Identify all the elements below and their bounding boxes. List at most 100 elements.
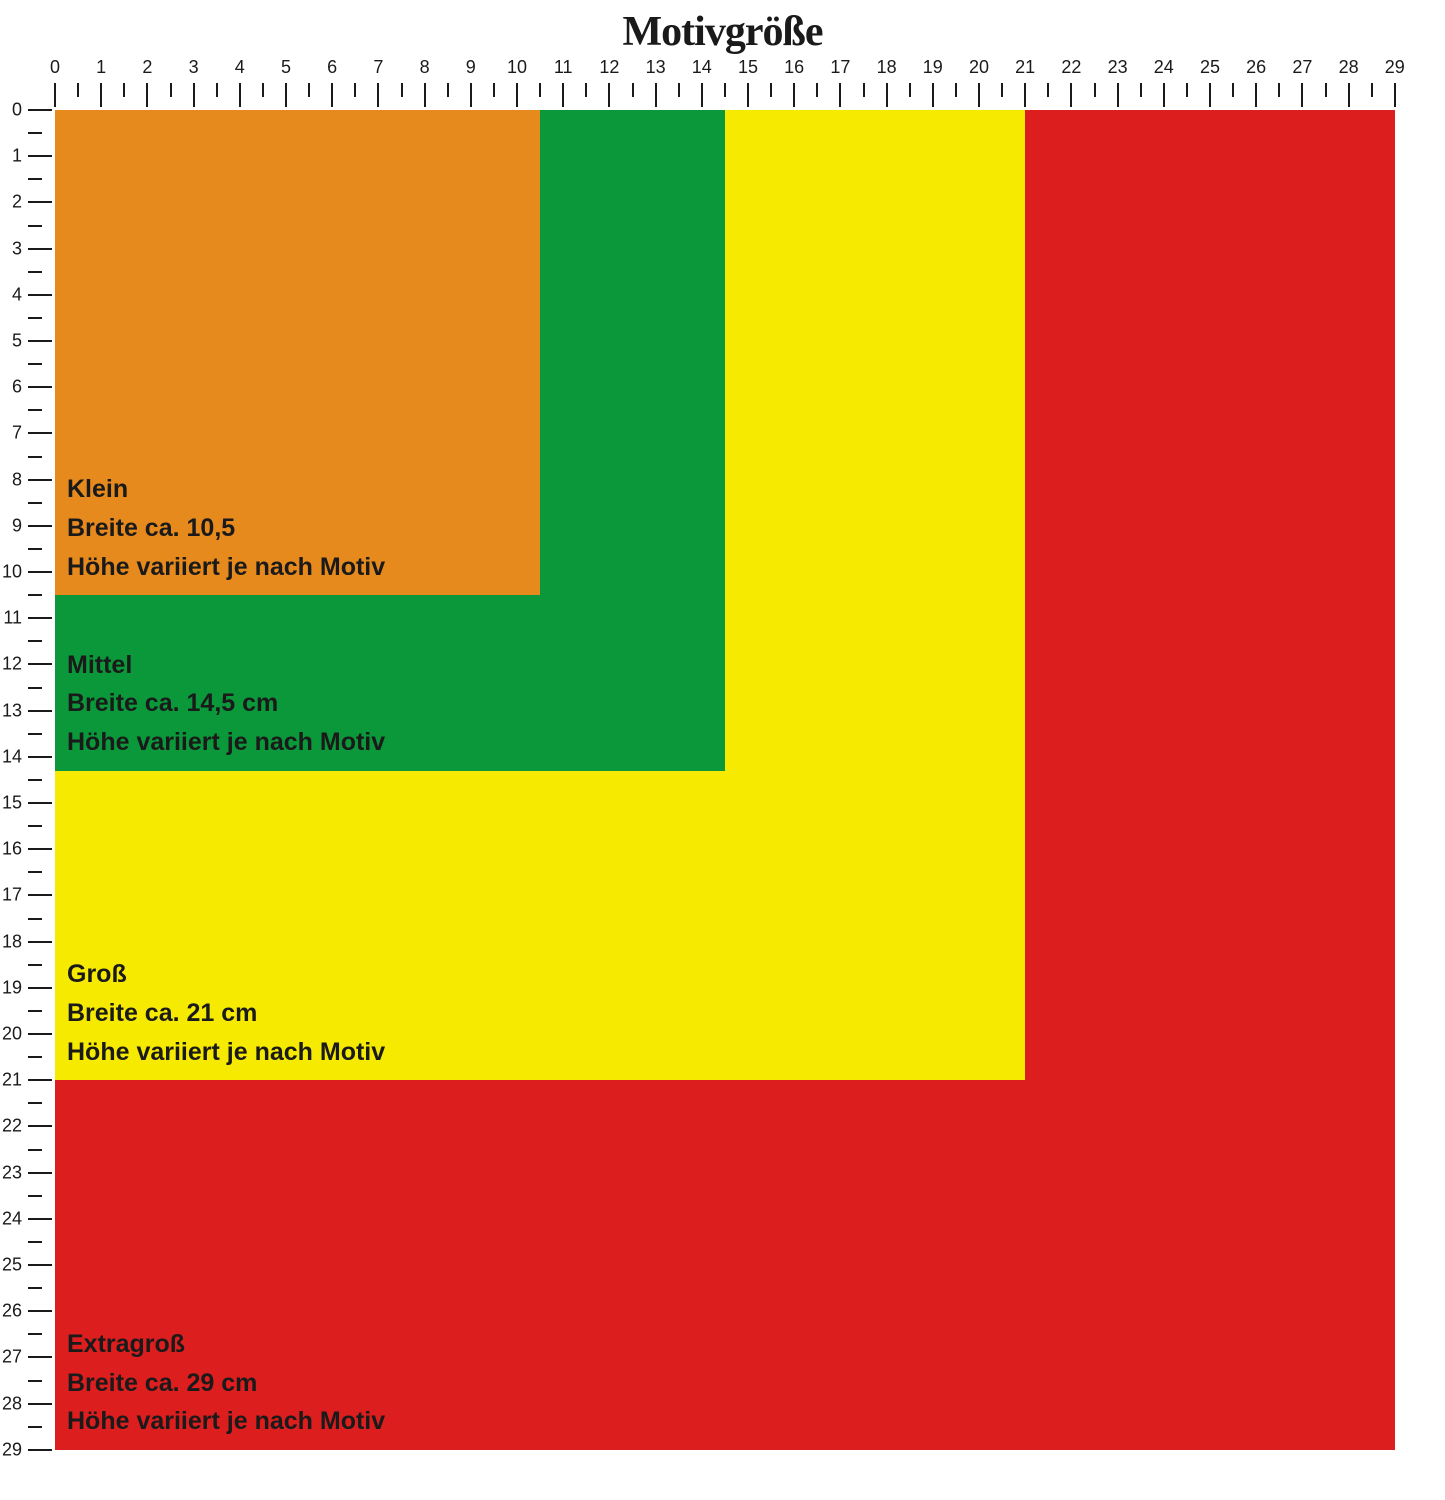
ruler-top-label: 17 — [830, 57, 850, 78]
ruler-top-tick-major — [1255, 83, 1257, 107]
ruler-left-label: 9 — [2, 515, 22, 536]
ruler-left-tick-minor — [28, 918, 42, 920]
size-label-klein: KleinBreite ca. 10,5Höhe variiert je nac… — [67, 470, 385, 586]
ruler-left-tick-minor — [28, 964, 42, 966]
ruler-top-label: 24 — [1154, 57, 1174, 78]
ruler-left-tick-major — [28, 617, 52, 619]
ruler-left-tick-major — [28, 1356, 52, 1358]
ruler-left-tick-major — [28, 1079, 52, 1081]
ruler-left-tick-minor — [28, 871, 42, 873]
ruler-left-tick-major — [28, 1449, 52, 1451]
ruler-top-tick-minor — [1186, 83, 1188, 97]
size-label-line: Höhe variiert je nach Motiv — [67, 723, 385, 762]
ruler-top-tick-minor — [770, 83, 772, 97]
ruler-left-label: 29 — [2, 1439, 22, 1460]
ruler-left-tick-minor — [28, 317, 42, 319]
ruler-top-tick-minor — [585, 83, 587, 97]
ruler-left-tick-major — [28, 109, 52, 111]
ruler-left-label: 1 — [2, 146, 22, 167]
ruler-left-label: 13 — [2, 700, 22, 721]
ruler-vertical: 0123456789101112131415161718192021222324… — [0, 110, 55, 1500]
ruler-left-label: 2 — [2, 192, 22, 213]
ruler-top-label: 10 — [507, 57, 527, 78]
ruler-left-label: 27 — [2, 1347, 22, 1368]
ruler-top-tick-minor — [955, 83, 957, 97]
ruler-top-tick-minor — [77, 83, 79, 97]
ruler-left-label: 23 — [2, 1162, 22, 1183]
ruler-top-tick-major — [100, 83, 102, 107]
ruler-top-tick-major — [193, 83, 195, 107]
ruler-left-tick-minor — [28, 1426, 42, 1428]
ruler-left-tick-minor — [28, 1149, 42, 1151]
ruler-top-tick-minor — [123, 83, 125, 97]
ruler-left-label: 25 — [2, 1255, 22, 1276]
ruler-left-tick-major — [28, 571, 52, 573]
ruler-top-tick-major — [516, 83, 518, 107]
ruler-top-tick-major — [1070, 83, 1072, 107]
ruler-top-tick-minor — [262, 83, 264, 97]
ruler-top-tick-major — [1117, 83, 1119, 107]
ruler-left-tick-minor — [28, 363, 42, 365]
ruler-left-tick-major — [28, 987, 52, 989]
ruler-top-label: 6 — [327, 57, 337, 78]
ruler-top-label: 26 — [1246, 57, 1266, 78]
ruler-left-label: 12 — [2, 654, 22, 675]
ruler-top-tick-minor — [863, 83, 865, 97]
ruler-left-tick-major — [28, 1218, 52, 1220]
ruler-left-tick-major — [28, 802, 52, 804]
ruler-top-tick-minor — [216, 83, 218, 97]
ruler-top-tick-minor — [1371, 83, 1373, 97]
ruler-top-tick-minor — [447, 83, 449, 97]
size-label-line: Höhe variiert je nach Motiv — [67, 548, 385, 587]
ruler-top-label: 7 — [373, 57, 383, 78]
ruler-top-tick-major — [793, 83, 795, 107]
size-label-line: Groß — [67, 955, 385, 994]
ruler-top-tick-major — [285, 83, 287, 107]
ruler-left-tick-major — [28, 1125, 52, 1127]
size-label-line: Mittel — [67, 646, 385, 685]
ruler-top-tick-major — [377, 83, 379, 107]
size-label-line: Breite ca. 29 cm — [67, 1364, 385, 1403]
ruler-top-tick-minor — [1001, 83, 1003, 97]
size-label-line: Klein — [67, 470, 385, 509]
ruler-left-tick-major — [28, 525, 52, 527]
ruler-left-tick-minor — [28, 132, 42, 134]
ruler-left-tick-major — [28, 710, 52, 712]
ruler-left-label: 8 — [2, 469, 22, 490]
ruler-top-tick-major — [701, 83, 703, 107]
ruler-top-tick-minor — [1094, 83, 1096, 97]
ruler-left-tick-major — [28, 1310, 52, 1312]
ruler-left-tick-major — [28, 340, 52, 342]
ruler-top-label: 28 — [1339, 57, 1359, 78]
ruler-left-label: 4 — [2, 284, 22, 305]
ruler-left-tick-minor — [28, 1333, 42, 1335]
ruler-top-label: 15 — [738, 57, 758, 78]
ruler-left-tick-major — [28, 1172, 52, 1174]
ruler-left-label: 16 — [2, 839, 22, 860]
ruler-left-label: 3 — [2, 238, 22, 259]
ruler-left-tick-minor — [28, 271, 42, 273]
ruler-left-label: 5 — [2, 331, 22, 352]
ruler-left-label: 6 — [2, 377, 22, 398]
ruler-left-label: 7 — [2, 423, 22, 444]
ruler-left-tick-major — [28, 894, 52, 896]
ruler-left-tick-major — [28, 941, 52, 943]
size-label-line: Extragroß — [67, 1325, 385, 1364]
page-title: Motivgröße — [0, 8, 1445, 56]
ruler-left-tick-minor — [28, 1241, 42, 1243]
ruler-top-tick-major — [54, 83, 56, 107]
ruler-top-label: 11 — [554, 57, 573, 78]
ruler-left-label: 14 — [2, 746, 22, 767]
ruler-top-tick-major — [1163, 83, 1165, 107]
ruler-top-label: 23 — [1108, 57, 1128, 78]
ruler-top-label: 12 — [599, 57, 619, 78]
ruler-left-label: 0 — [2, 100, 22, 121]
ruler-top-tick-major — [839, 83, 841, 107]
ruler-left-label: 18 — [2, 931, 22, 952]
ruler-top-tick-major — [424, 83, 426, 107]
ruler-left-tick-minor — [28, 640, 42, 642]
ruler-top-label: 4 — [235, 57, 245, 78]
ruler-left-tick-major — [28, 155, 52, 157]
chart-canvas: ExtragroßBreite ca. 29 cm Höhe variiert j… — [55, 110, 1445, 1500]
ruler-top-tick-major — [1301, 83, 1303, 107]
